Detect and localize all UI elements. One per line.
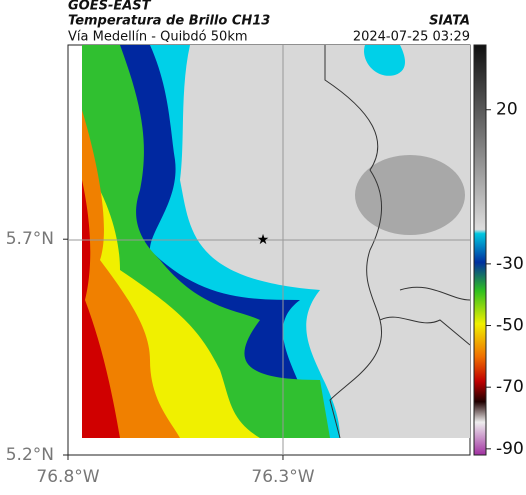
colorbar-tick-label: 20 xyxy=(496,100,518,120)
x-tick-label: 76.3°W xyxy=(251,467,314,487)
x-tick-label: 76.8°W xyxy=(36,467,99,487)
imagery xyxy=(82,45,470,438)
datetime: 2024-07-25 03:29 xyxy=(353,30,470,45)
colorbar-tick-label: -50 xyxy=(496,316,524,336)
axes: 76.8°W 76.3°W 5.7°N 5.2°N 20 -30 -50 -70 -90 xyxy=(6,100,524,487)
y-tick-label: 5.2°N xyxy=(6,445,54,465)
colorbar-tick-label: -90 xyxy=(496,439,524,459)
source: SIATA xyxy=(429,14,470,29)
city-marker: ★ xyxy=(257,232,270,248)
subtitle: Vía Medellín - Quibdó 50km xyxy=(68,30,248,45)
colorbar-tick-label: -30 xyxy=(496,254,524,274)
product: GOES-EAST xyxy=(68,0,152,14)
y-tick-label: 5.7°N xyxy=(6,229,54,249)
colorbar-tick-label: -70 xyxy=(496,377,524,397)
colorbar xyxy=(473,44,487,456)
title: Temperatura de Brillo CH13 xyxy=(68,14,270,29)
